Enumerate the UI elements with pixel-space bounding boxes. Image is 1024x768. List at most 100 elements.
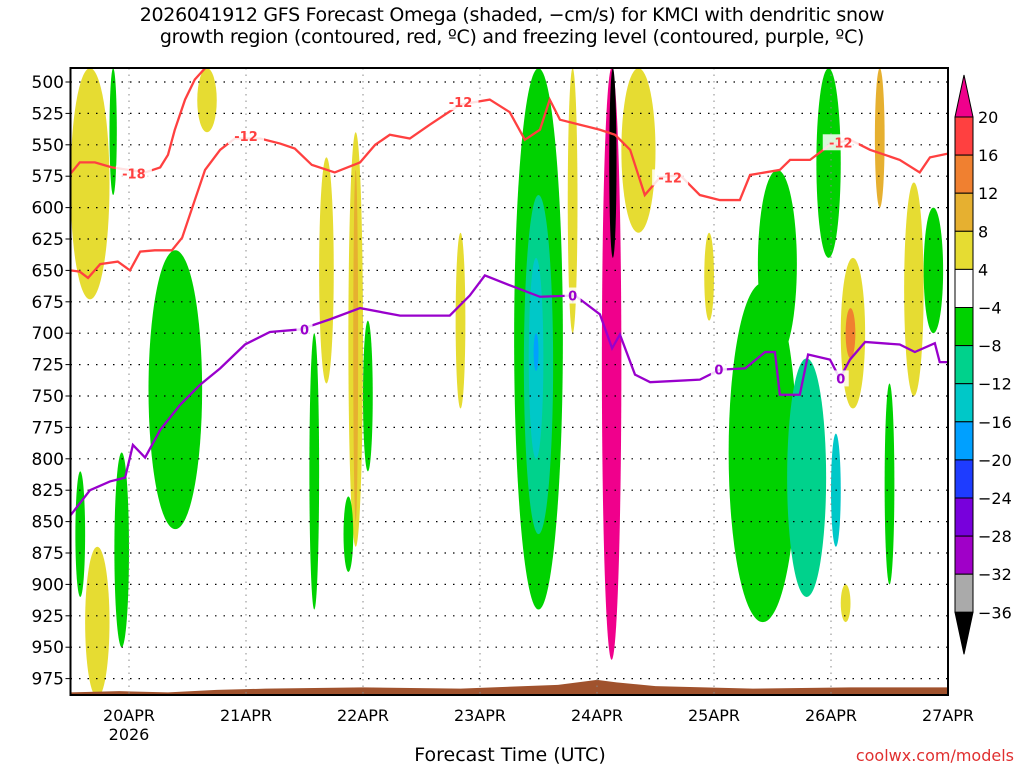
omega-region-4to8 <box>85 546 110 695</box>
omega-region-8to12 <box>353 169 359 522</box>
ground-terrain <box>70 679 948 695</box>
x-tick-label: 22APR <box>337 706 389 725</box>
colorbar-label: −20 <box>978 451 1012 470</box>
plot-area: -18 -12 -12 -12 -12 0 0 0 0 <box>70 68 948 695</box>
x-tick-label: 21APR <box>220 706 272 725</box>
omega-region-m8tom4 <box>884 383 895 585</box>
contour-label: -12 <box>658 171 682 186</box>
chart-title-line2: growth region (contoured, red, ºC) and f… <box>159 26 865 48</box>
contour-label: 0 <box>836 372 845 387</box>
y-tick-label: 850 <box>32 513 64 533</box>
colorbar-label: −16 <box>978 413 1012 432</box>
y-tick-label: 925 <box>32 607 64 627</box>
omega-region-4to8 <box>621 68 656 233</box>
omega-region-4to8 <box>904 182 924 396</box>
contour-label: -12 <box>829 136 853 151</box>
contour-label-bg <box>710 361 727 378</box>
y-tick-label: 775 <box>32 418 64 438</box>
contour-label-bg <box>822 134 859 151</box>
contour-label: -12 <box>234 130 258 145</box>
omega-region-m8tom4 <box>75 471 86 597</box>
omega-region-4to8 <box>567 68 578 334</box>
contour-label: 0 <box>568 290 577 305</box>
contour-label-bg <box>442 94 479 111</box>
colorbar-box-m8tom4 <box>954 307 974 347</box>
omega-region-m12tom8 <box>787 358 827 597</box>
colorbar-box-8to12 <box>954 192 974 232</box>
omega-region-m8tom4 <box>363 320 373 472</box>
colorbar-box-m4to4 <box>954 268 974 308</box>
omega-region-4to8 <box>197 68 217 133</box>
x-tick-label: 26APR <box>805 706 857 725</box>
x-tick-label: 25APR <box>688 706 740 725</box>
colorbar-label: −36 <box>978 603 1012 622</box>
omega-region-8to12 <box>874 68 885 208</box>
contour-line--18c-contour <box>70 68 206 175</box>
y-tick-label: 700 <box>32 324 64 344</box>
contour-label: -12 <box>449 96 473 111</box>
colorbar-box-m32tom28 <box>954 535 974 575</box>
y-tick-label: 825 <box>32 481 64 501</box>
y-tick-label: 550 <box>32 136 64 156</box>
omega-region-4to8 <box>70 68 110 300</box>
x-tick-label: 27APR <box>922 706 974 725</box>
y-tick-label: 600 <box>32 199 64 219</box>
x-tick-sublabel: 2026 <box>109 725 150 744</box>
colorbar-box-m16tom12 <box>954 383 974 423</box>
contour-label-bg <box>832 370 849 387</box>
omega-region-m8tom4 <box>923 207 944 334</box>
colorbar-box-4to8 <box>954 230 974 270</box>
colorbar-label: −4 <box>978 299 1002 318</box>
colorbar-label: −12 <box>978 375 1012 394</box>
contour-label: -18 <box>122 168 146 183</box>
omega-region-m8tom4 <box>343 496 354 572</box>
y-tick-label: 900 <box>32 575 64 595</box>
x-axis-title: Forecast Time (UTC) <box>414 744 606 766</box>
omega-region-4to8 <box>840 584 851 623</box>
colorbar-top-arrow <box>954 74 974 118</box>
colorbar-label: 4 <box>978 260 988 279</box>
colorbar-label: −8 <box>978 337 1002 356</box>
colorbar-box-m36tom32 <box>954 573 974 613</box>
contour-label-bg <box>296 321 313 338</box>
colorbar-label: −32 <box>978 565 1012 584</box>
colorbar-bottom-arrow <box>954 611 974 655</box>
contour-label-bg <box>652 169 689 186</box>
colorbar-label: 20 <box>978 108 998 127</box>
contour-label: 0 <box>300 323 309 338</box>
colorbar-box-12to16 <box>954 154 974 194</box>
colorbar-box-16to20 <box>954 116 974 156</box>
y-tick-label: 650 <box>32 261 64 281</box>
y-tick-label: 800 <box>32 450 64 470</box>
contour-label-bg <box>115 165 152 182</box>
x-tick-label: 23APR <box>454 706 506 725</box>
y-tick-label: 975 <box>32 670 64 690</box>
contour-label-bg <box>228 128 264 145</box>
credit-link[interactable]: coolwx.com/models <box>855 746 1014 765</box>
contour-line--12c-contour <box>70 96 948 280</box>
omega-region-12to16 <box>845 308 856 359</box>
y-tick-label: 525 <box>32 104 64 124</box>
omega-region-gt20 <box>601 68 622 660</box>
colorbar-label: 16 <box>978 146 998 165</box>
colorbar-box-m12tom8 <box>954 345 974 385</box>
omega-region-m8tom4 <box>109 68 117 196</box>
colorbar-label: −24 <box>978 489 1012 508</box>
colorbar-label: 8 <box>978 222 988 241</box>
omega-region-m8tom4 <box>148 250 203 530</box>
x-tick-label: 20APR <box>103 706 155 725</box>
omega-region-m8tom4 <box>757 169 797 359</box>
y-tick-label: 675 <box>32 293 64 313</box>
omega-region-ltm36 <box>609 68 617 258</box>
colorbar-label: −28 <box>978 527 1012 546</box>
colorbar-label: 12 <box>978 184 998 203</box>
y-tick-label: 875 <box>32 544 64 564</box>
omega-region-4to8 <box>704 232 714 321</box>
omega-region-m8tom4 <box>816 68 841 258</box>
colorbar-box-m20tom16 <box>954 421 974 461</box>
y-tick-label: 625 <box>32 230 64 250</box>
x-tick-label: 24APR <box>571 706 623 725</box>
colorbar-box-m24tom20 <box>954 459 974 499</box>
contour-label-bg <box>564 287 581 304</box>
contour-label: 0 <box>714 364 723 379</box>
